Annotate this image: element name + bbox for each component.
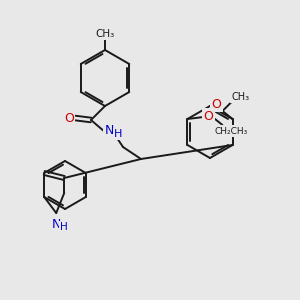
Text: H: H	[114, 129, 122, 139]
Text: H: H	[60, 222, 68, 232]
Text: O: O	[64, 112, 74, 124]
Text: N: N	[104, 124, 114, 137]
Text: O: O	[203, 110, 213, 122]
Text: CH₃: CH₃	[95, 29, 115, 39]
Text: CH₂CH₃: CH₂CH₃	[215, 127, 248, 136]
Text: N: N	[52, 218, 61, 232]
Text: O: O	[212, 98, 221, 110]
Text: CH₃: CH₃	[232, 92, 250, 102]
